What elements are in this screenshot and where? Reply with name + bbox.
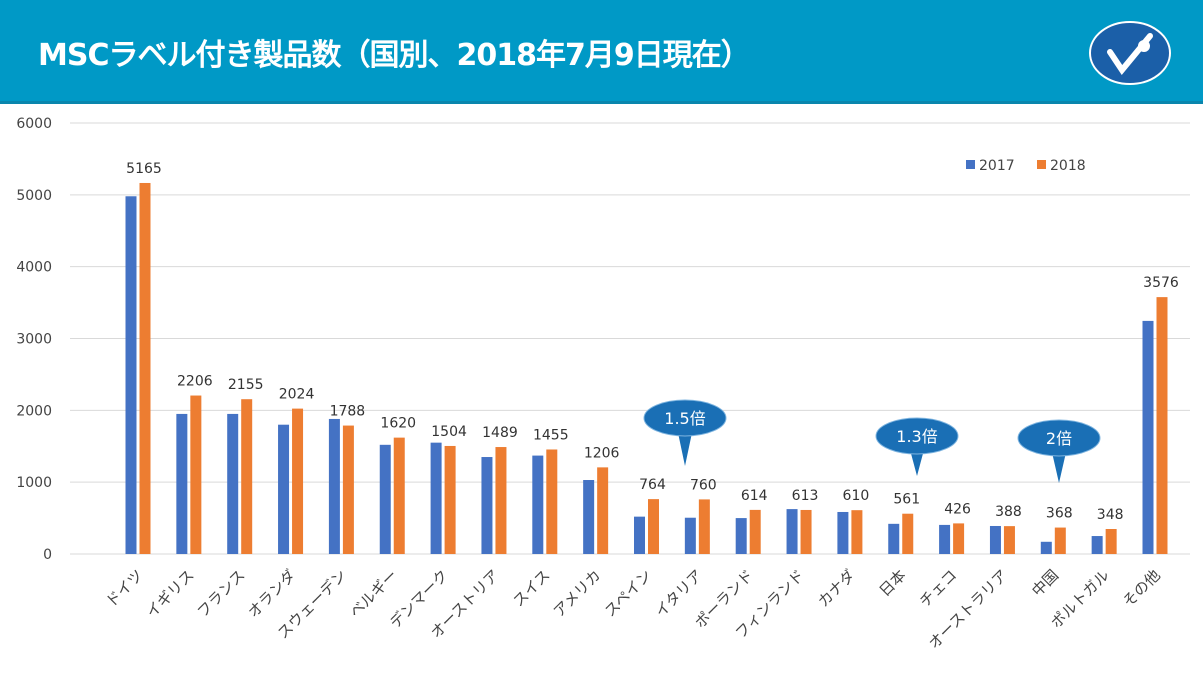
callout-pointer xyxy=(1051,448,1067,483)
x-tick-label: スペイン xyxy=(601,566,655,620)
data-label: 613 xyxy=(792,488,819,504)
data-label: 2206 xyxy=(177,374,213,390)
x-tick-label: その他 xyxy=(1119,566,1164,611)
bar-2017 xyxy=(430,442,442,554)
bar-2017 xyxy=(176,413,188,554)
bar-2017 xyxy=(634,516,645,554)
bar-2018 xyxy=(190,395,202,554)
bar-2017 xyxy=(125,196,137,554)
bar-2018 xyxy=(698,499,710,554)
bar-2018 xyxy=(292,408,304,554)
bar-2017 xyxy=(735,518,747,554)
bar-2017 xyxy=(379,444,391,554)
data-label: 1788 xyxy=(330,404,366,420)
bar-2018 xyxy=(393,437,405,554)
callout-text: 2倍 xyxy=(1046,429,1072,448)
callout-bubble xyxy=(1017,419,1101,457)
data-label: 1206 xyxy=(584,445,620,461)
bar-2018 xyxy=(648,499,659,554)
data-label: 2024 xyxy=(279,387,315,403)
callout-text: 1.5倍 xyxy=(664,409,705,428)
legend-label: 2017 xyxy=(979,158,1015,174)
bar-2017 xyxy=(1040,541,1052,554)
bar-2017 xyxy=(328,418,340,554)
callout-bubble xyxy=(875,417,959,455)
legend-swatch-2017 xyxy=(966,160,975,169)
data-label: 5165 xyxy=(126,161,162,177)
bar-2018 xyxy=(546,449,558,554)
callout-pointer xyxy=(677,428,693,466)
bar-2017 xyxy=(1142,320,1154,554)
data-label: 1455 xyxy=(533,427,569,443)
bar-2018 xyxy=(495,447,507,554)
callout-text: 1.3倍 xyxy=(896,427,937,446)
y-tick-label: 4000 xyxy=(16,260,52,276)
data-label: 1489 xyxy=(482,425,518,441)
data-label: 764 xyxy=(639,477,666,493)
bar-2018 xyxy=(597,467,609,554)
bar-2018 xyxy=(902,513,914,554)
bar-2018 xyxy=(139,182,151,554)
bar-2017 xyxy=(989,525,1001,554)
y-tick-label: 0 xyxy=(43,547,52,563)
bar-2018 xyxy=(800,509,812,554)
bar-2017 xyxy=(1091,536,1103,554)
x-tick-label: スイス xyxy=(509,566,553,610)
bar-chart: 0 1000 2000 3000 4000 5000 6000 5165 ドイツ 2206 イギリス… xyxy=(16,116,1190,653)
header-bar: MSCラベル付き製品数（国別、2018年7月9日現在） xyxy=(0,0,1203,104)
x-tick-label: イギリス xyxy=(143,566,198,621)
y-tick-label: 6000 xyxy=(16,116,52,132)
data-label: 561 xyxy=(893,492,920,508)
data-label: 1620 xyxy=(380,416,416,432)
y-tick-label: 1000 xyxy=(16,475,52,491)
x-tick-label: 中国 xyxy=(1028,566,1062,600)
bar-2018 xyxy=(1105,529,1117,554)
x-tick-label: チェコ xyxy=(916,566,961,611)
x-tick-label: フランス xyxy=(194,566,249,621)
bar-2018 xyxy=(342,425,354,554)
x-tick-label: 日本 xyxy=(876,566,910,600)
bar-2018 xyxy=(241,399,253,554)
data-label: 348 xyxy=(1097,507,1124,523)
bar-2017 xyxy=(278,424,290,554)
page-title: MSCラベル付き製品数（国別、2018年7月9日現在） xyxy=(38,38,751,73)
callout-bubble xyxy=(643,399,727,437)
bar-2017 xyxy=(888,523,900,554)
data-label: 1504 xyxy=(431,424,467,440)
legend-swatch-2018 xyxy=(1037,160,1046,169)
bar-2017 xyxy=(227,413,239,554)
data-label: 614 xyxy=(741,488,768,504)
bar-2017 xyxy=(939,524,951,554)
bar-2018 xyxy=(444,445,456,554)
bar-2017 xyxy=(684,517,696,554)
bar-2018 xyxy=(851,510,863,554)
x-tick-label: アメリカ xyxy=(550,566,605,621)
msc-logo-icon xyxy=(1089,21,1171,85)
data-label: 760 xyxy=(690,477,717,493)
x-tick-label: カナダ xyxy=(814,566,859,611)
bar-2017 xyxy=(837,511,849,554)
bar-2017 xyxy=(786,509,798,554)
y-tick-label: 5000 xyxy=(16,188,52,204)
data-label: 610 xyxy=(843,488,870,504)
bar-2017 xyxy=(481,457,493,554)
y-tick-label: 3000 xyxy=(16,332,52,348)
y-tick-label: 2000 xyxy=(16,403,52,419)
bar-2018 xyxy=(1003,526,1015,554)
bar-2018 xyxy=(749,509,761,554)
data-label: 368 xyxy=(1046,506,1073,522)
data-label: 3576 xyxy=(1143,275,1179,291)
data-label: 388 xyxy=(995,504,1022,520)
x-tick-label: ドイツ xyxy=(102,566,147,611)
bar-2018 xyxy=(1054,527,1066,554)
bar-2018 xyxy=(1156,297,1168,554)
bar-2017 xyxy=(583,480,595,554)
legend-label: 2018 xyxy=(1050,158,1086,174)
data-label: 2155 xyxy=(228,377,264,393)
bar-2018 xyxy=(953,523,965,554)
bar-2017 xyxy=(532,455,544,554)
data-label: 426 xyxy=(944,501,971,517)
